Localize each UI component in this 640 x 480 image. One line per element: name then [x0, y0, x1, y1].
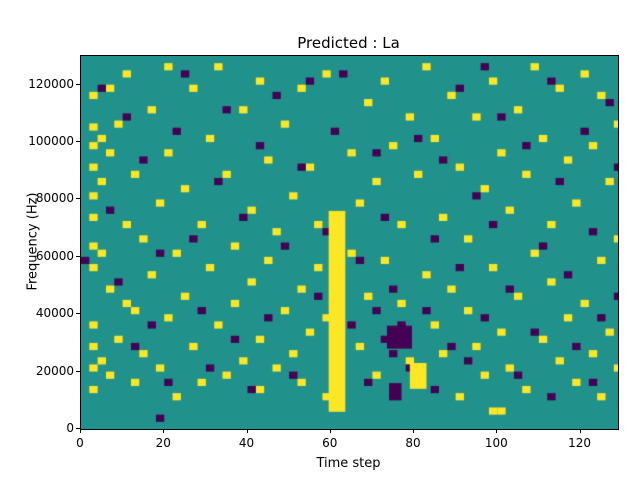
x-tick-label: 120 [568, 436, 591, 450]
y-axis-label: Frequency (Hz) [25, 192, 41, 291]
x-tick-mark [246, 429, 248, 433]
y-tick-mark [76, 83, 80, 85]
x-tick-mark [80, 429, 81, 433]
y-tick-mark [76, 313, 80, 315]
chart-title: Predicted : La [297, 34, 400, 52]
y-tick-label: 40000 [35, 306, 74, 321]
y-tick-mark [76, 428, 80, 429]
y-tick-label: 0 [66, 421, 74, 435]
x-tick-label: 40 [238, 436, 255, 450]
x-tick-mark [329, 429, 331, 433]
x-tick-mark [579, 429, 581, 433]
y-tick-mark [76, 255, 80, 257]
x-tick-label: 100 [484, 436, 508, 450]
y-tick-label: 60000 [35, 248, 74, 263]
x-tick-mark [496, 429, 498, 433]
y-tick-mark [76, 370, 80, 372]
x-tick-label: 20 [155, 436, 171, 450]
x-tick-mark [163, 429, 165, 433]
x-axis-label: Time step [316, 456, 381, 471]
x-tick-mark [413, 429, 415, 433]
y-tick-mark [76, 141, 80, 143]
y-tick-label: 120000 [28, 76, 74, 91]
y-tick-label: 80000 [35, 191, 74, 206]
y-tick-label: 100000 [28, 134, 74, 149]
x-tick-label: 0 [76, 436, 84, 450]
plot-area [80, 55, 619, 430]
y-tick-mark [76, 198, 80, 200]
y-tick-label: 20000 [35, 363, 74, 378]
x-tick-label: 60 [322, 436, 338, 450]
heatmap-image [81, 56, 618, 429]
x-tick-label: 80 [405, 436, 421, 450]
